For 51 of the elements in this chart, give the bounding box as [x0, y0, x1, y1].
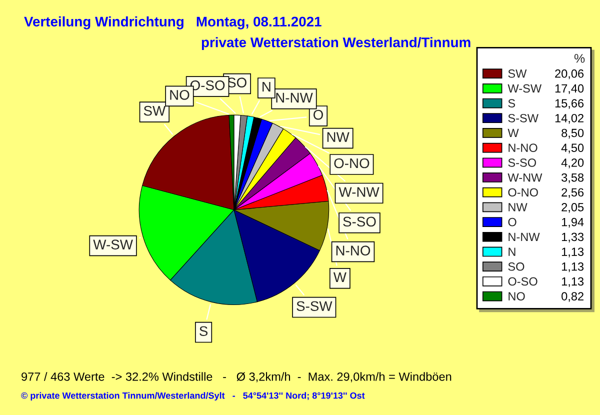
- slice-label: N-NO: [336, 246, 370, 256]
- legend-label: S-SO: [508, 158, 536, 167]
- slice-label: W-SW: [93, 240, 133, 250]
- slice-label: N-NW: [276, 92, 313, 102]
- data-label: 20,06: [555, 69, 584, 80]
- chart-subtitle: private Wetterstation Westerland/Tinnum: [202, 37, 470, 50]
- data-label: 8,50: [562, 128, 584, 139]
- slice-label: SW: [144, 106, 166, 116]
- slice-label: O-NO: [334, 158, 370, 168]
- data-label: 2,05: [562, 203, 584, 213]
- data-label: 1,13: [562, 248, 584, 258]
- legend-label: N-NW: [508, 232, 540, 241]
- data-label: 1,13: [562, 262, 584, 272]
- chart-title: Verteilung Windrichtung Montag, 08.11.2021: [24, 16, 322, 30]
- data-label: 0,82: [562, 292, 584, 302]
- legend-label: O-SO: [508, 277, 538, 286]
- data-label: 14,02: [555, 114, 584, 124]
- legend-label: N-NO: [508, 144, 538, 152]
- legend-label: S: [508, 99, 516, 108]
- data-label: 4,20: [561, 158, 584, 168]
- legend-label: N: [508, 248, 516, 256]
- data-label: 1,13: [562, 277, 584, 288]
- legend-label: W-SW: [508, 84, 542, 93]
- slice-label: NW: [327, 132, 350, 142]
- data-label: 17,40: [555, 84, 584, 94]
- data-label: 15,66: [555, 99, 584, 109]
- legend-label: W-NW: [508, 173, 542, 182]
- data-label: 2,56: [562, 188, 584, 198]
- slice-label: W-NW: [338, 187, 380, 197]
- legend-title: %: [574, 54, 585, 63]
- data-label: 1,94: [562, 218, 584, 228]
- legend-label: SW: [508, 69, 527, 78]
- legend-label: O-NO: [508, 188, 538, 197]
- legend-label: NW: [508, 203, 528, 212]
- data-label: 4,50: [561, 144, 584, 154]
- legend-label: S-SW: [508, 114, 538, 122]
- slice-label: N: [262, 82, 270, 92]
- slice-label: W: [333, 272, 346, 282]
- slice-label: S-SW: [296, 301, 332, 312]
- slice-label: S-SO: [343, 216, 376, 227]
- text: © private Wetterstation Tinnum/Westerland/Sylt - 54°54'13'' Nord; 8°19'13'' Ost: [21, 392, 365, 401]
- legend-label: O: [508, 218, 516, 226]
- legend-label: W: [508, 128, 519, 138]
- data-label: 1,33: [562, 232, 584, 242]
- slice-label: O: [314, 110, 323, 120]
- slice-label: S: [200, 326, 208, 336]
- data-label: 3,58: [562, 173, 584, 184]
- text: 977 / 463 Werte -> 32.2% Windstille - Ø 3,2km/h - Max. 29,0km/h = Windböen: [22, 372, 452, 382]
- legend-label: NO: [508, 292, 525, 300]
- slice-label: NO: [170, 90, 190, 100]
- legend-label: SO: [508, 262, 524, 271]
